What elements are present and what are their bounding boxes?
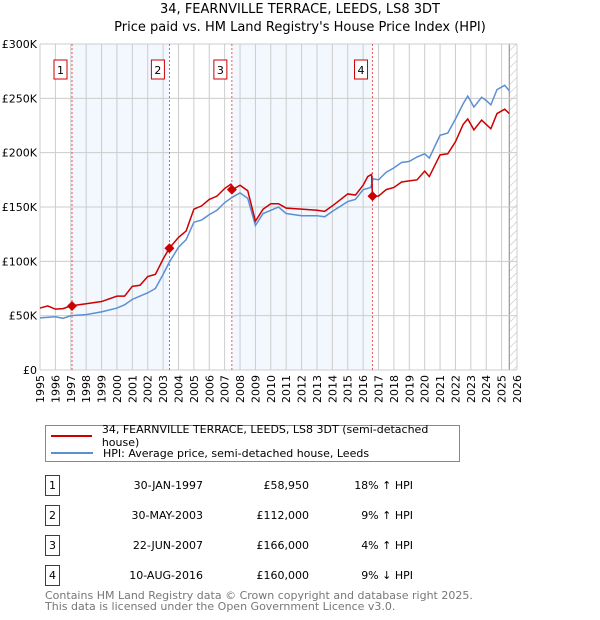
x-tick-label: 2019 [403,375,416,403]
property-price-line [39,108,510,310]
sale-label: 4 [358,64,365,77]
x-tick-label: 2004 [172,375,185,403]
y-tick-label: £300K [2,38,38,51]
sale-label-box [213,59,228,80]
chart-title: 34, FEARNVILLE TERRACE, LEEDS, LS8 3DT [160,2,440,17]
sale-number: 2 [45,505,60,526]
sale-number: 1 [45,475,60,496]
x-tick-label: 2012 [296,375,309,403]
sale-price: £166,000 [256,539,310,552]
x-tick-label: 1998 [80,375,93,403]
y-tick-label: £250K [2,92,38,105]
x-tick-label: 1999 [96,375,109,403]
x-tick-label: 2013 [311,375,324,403]
x-tick-label: 2026 [511,375,524,403]
x-tick-label: 2009 [249,375,262,403]
x-tick-label: 2007 [219,375,232,403]
sale-price: £160,000 [256,569,310,582]
x-tick-label: 2014 [326,375,339,403]
sale-label: 3 [217,64,224,77]
sale-row: 2 30-MAY-2003 £112,000 9% ↑ HPI [45,505,465,526]
sale-number: 4 [45,565,60,586]
sale-date: 30-MAY-2003 [131,509,203,522]
legend: 34, FEARNVILLE TERRACE, LEEDS, LS8 3DT (… [45,423,460,462]
sale-label-box [354,59,369,80]
y-tick-label: £0 [23,364,37,377]
sale-point [164,243,175,254]
sale-date: 30-JAN-1997 [133,479,203,492]
x-tick-label: 2005 [188,375,201,403]
sale-price: £58,950 [263,479,310,492]
x-tick-label: 2018 [388,375,401,403]
x-tick-label: 2022 [449,375,462,403]
x-tick-label: 2010 [265,375,278,403]
legend-label-hpi: HPI: Average price, semi-detached house,… [103,446,370,460]
sale-date: 22-JUN-2007 [132,539,203,552]
sale-hpi-diff: 9% ↓ HPI [361,569,413,582]
sale-label-box [53,59,68,80]
footer-licence: This data is licensed under the Open Gov… [45,600,396,613]
x-tick-label: 2011 [280,375,293,403]
x-tick-label: 2000 [111,375,124,403]
x-tick-label: 2025 [496,375,509,403]
sale-label: 2 [154,64,161,77]
x-tick-label: 2006 [203,375,216,403]
sale-row: 3 22-JUN-2007 £166,000 4% ↑ HPI [45,535,465,556]
x-tick-label: 2003 [157,375,170,403]
hpi-line [39,84,510,320]
x-tick-label: 2008 [234,375,247,403]
x-tick-label: 1997 [65,375,78,403]
sale-hpi-diff: 9% ↑ HPI [361,509,413,522]
sale-hpi-diff: 18% ↑ HPI [354,479,413,492]
price-chart: 1995 1996 1997 1998 1999 2000 2001 2002 2003 2004… [2,38,524,403]
x-tick-label: 2016 [357,375,370,403]
y-tick-label: £200K [2,147,38,160]
sale-row: 1 30-JAN-1997 £58,950 18% ↑ HPI [45,475,465,496]
x-tick-label: 2023 [465,375,478,403]
chart-subtitle: Price paid vs. HM Land Registry's House … [114,20,486,35]
x-tick-label: 2001 [126,375,139,403]
legend-swatch-property [51,435,92,437]
legend-label-property: 34, FEARNVILLE TERRACE, LEEDS, LS8 3DT (… [101,423,429,449]
sale-price: £112,000 [256,509,310,522]
sale-label-box [150,59,165,80]
x-tick-label: 2021 [434,375,447,403]
x-tick-label: 1995 [34,375,47,403]
sale-hpi-diff: 4% ↑ HPI [361,539,413,552]
x-tick-label: 2015 [342,375,355,403]
x-tick-label: 2020 [419,375,432,403]
y-tick-label: £100K [2,255,38,268]
y-tick-label: £150K [2,201,38,214]
footer-copyright: Contains HM Land Registry data © Crown c… [45,589,473,602]
sale-date: 10-AUG-2016 [129,569,203,582]
sale-number: 3 [45,535,60,556]
sale-row: 4 10-AUG-2016 £160,000 9% ↓ HPI [45,565,465,586]
legend-swatch-hpi [51,452,93,454]
x-tick-label: 2017 [373,375,386,403]
x-tick-label: 2002 [142,375,155,403]
sale-label: 1 [57,64,64,77]
x-tick-label: 2024 [480,375,493,403]
sale-point [226,184,237,195]
sale-point [67,300,78,311]
y-tick-label: £50K [9,310,38,323]
sale-point [367,191,378,202]
x-tick-label: 1996 [49,375,62,403]
